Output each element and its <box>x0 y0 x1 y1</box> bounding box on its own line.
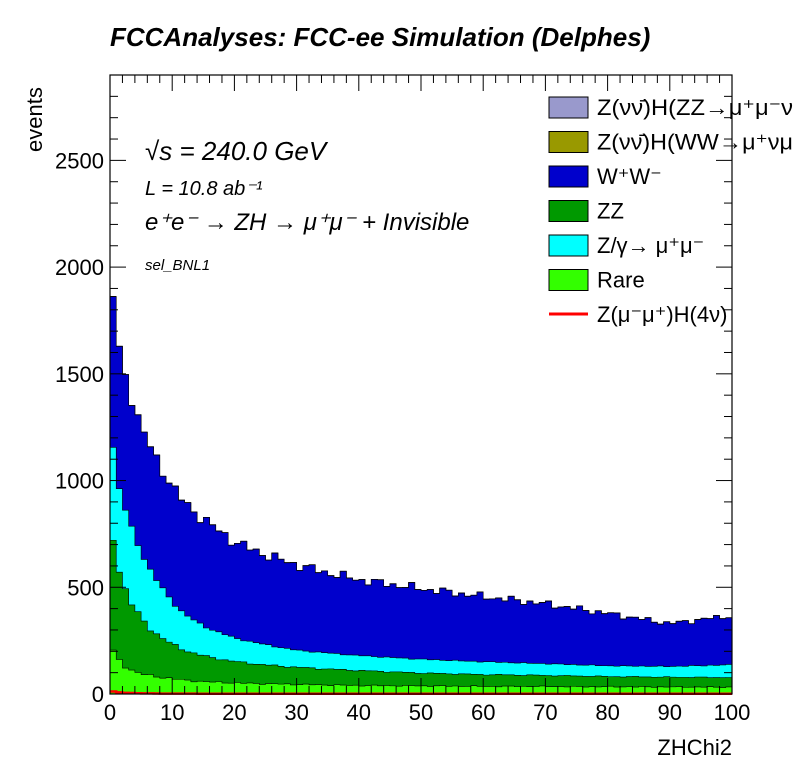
x-tick-label: 10 <box>160 700 184 725</box>
chart-title: FCCAnalyses: FCC-ee Simulation (Delphes) <box>110 22 650 52</box>
legend-item: W⁺W⁻ <box>548 164 662 189</box>
legend-label: Z(μ⁻μ⁺)H(4ν) <box>597 302 727 327</box>
x-tick-label: 70 <box>533 700 557 725</box>
y-tick-label: 2500 <box>55 148 104 173</box>
selection-label: sel_BNL1 <box>145 257 210 274</box>
legend-label: Z/γ→ μ⁺μ⁻ <box>597 233 704 258</box>
legend-swatch <box>548 96 589 119</box>
legend-item: Z(μ⁻μ⁺)H(4ν) <box>549 302 727 327</box>
x-tick-label: 80 <box>595 700 619 725</box>
y-tick-label: 500 <box>67 575 104 600</box>
stacked-histogram <box>109 296 733 695</box>
legend-label: Z(νν̄)H(ZZ→μ⁺μ⁻ν <box>597 95 793 120</box>
legend-swatch <box>548 165 589 188</box>
y-tick-label: 0 <box>92 682 104 707</box>
energy-label: √s = 240.0 GeV <box>145 136 329 166</box>
legend-label: W⁺W⁻ <box>597 164 662 189</box>
x-tick-label: 60 <box>471 700 495 725</box>
legend-item: Z(νν̄)H(ZZ→μ⁺μ⁻ν <box>548 95 793 120</box>
x-tick-label: 20 <box>222 700 246 725</box>
x-tick-label: 100 <box>714 700 751 725</box>
legend-label: ZZ <box>597 199 624 224</box>
legend-label: Z(νν̄)H(WW→μ⁺νμ <box>597 130 793 155</box>
x-tick-label: 30 <box>284 700 308 725</box>
legend-swatch <box>548 269 589 291</box>
x-tick-label: 0 <box>104 700 116 725</box>
legend-swatch <box>548 131 589 153</box>
y-tick-label: 1500 <box>55 362 104 387</box>
y-tick-label: 1000 <box>55 469 104 494</box>
y-tick-label: 2000 <box>55 255 104 280</box>
x-tick-label: 90 <box>658 700 682 725</box>
legend-item: ZZ <box>548 199 624 224</box>
legend-item: Rare <box>548 268 645 293</box>
y-axis-label: events <box>22 87 47 152</box>
luminosity-label: L = 10.8 ab⁻¹ <box>145 178 263 200</box>
x-tick-label: 40 <box>347 700 371 725</box>
process-label: e⁺e⁻ → ZH → μ⁺μ⁻ + Invisible <box>145 209 469 236</box>
x-axis-label: ZHChi2 <box>657 735 732 760</box>
x-tick-label: 50 <box>409 700 433 725</box>
legend-item: Z(νν̄)H(WW→μ⁺νμ <box>548 130 793 155</box>
stack-w-w <box>109 296 733 695</box>
axis-ticks: 0 10 20 30 40 50 60 70 80 90 100050010001500200025… <box>55 74 751 725</box>
legend-swatch <box>548 234 589 257</box>
legend-swatch <box>548 200 589 222</box>
legend-label: Rare <box>597 268 645 293</box>
legend: Z(νν̄)H(ZZ→μ⁺μ⁻ν Z(νν̄)H(WW→μ⁺νμ W⁺W⁻ ZZ Z/γ… <box>548 95 793 327</box>
legend-item: Z/γ→ μ⁺μ⁻ <box>548 233 704 258</box>
